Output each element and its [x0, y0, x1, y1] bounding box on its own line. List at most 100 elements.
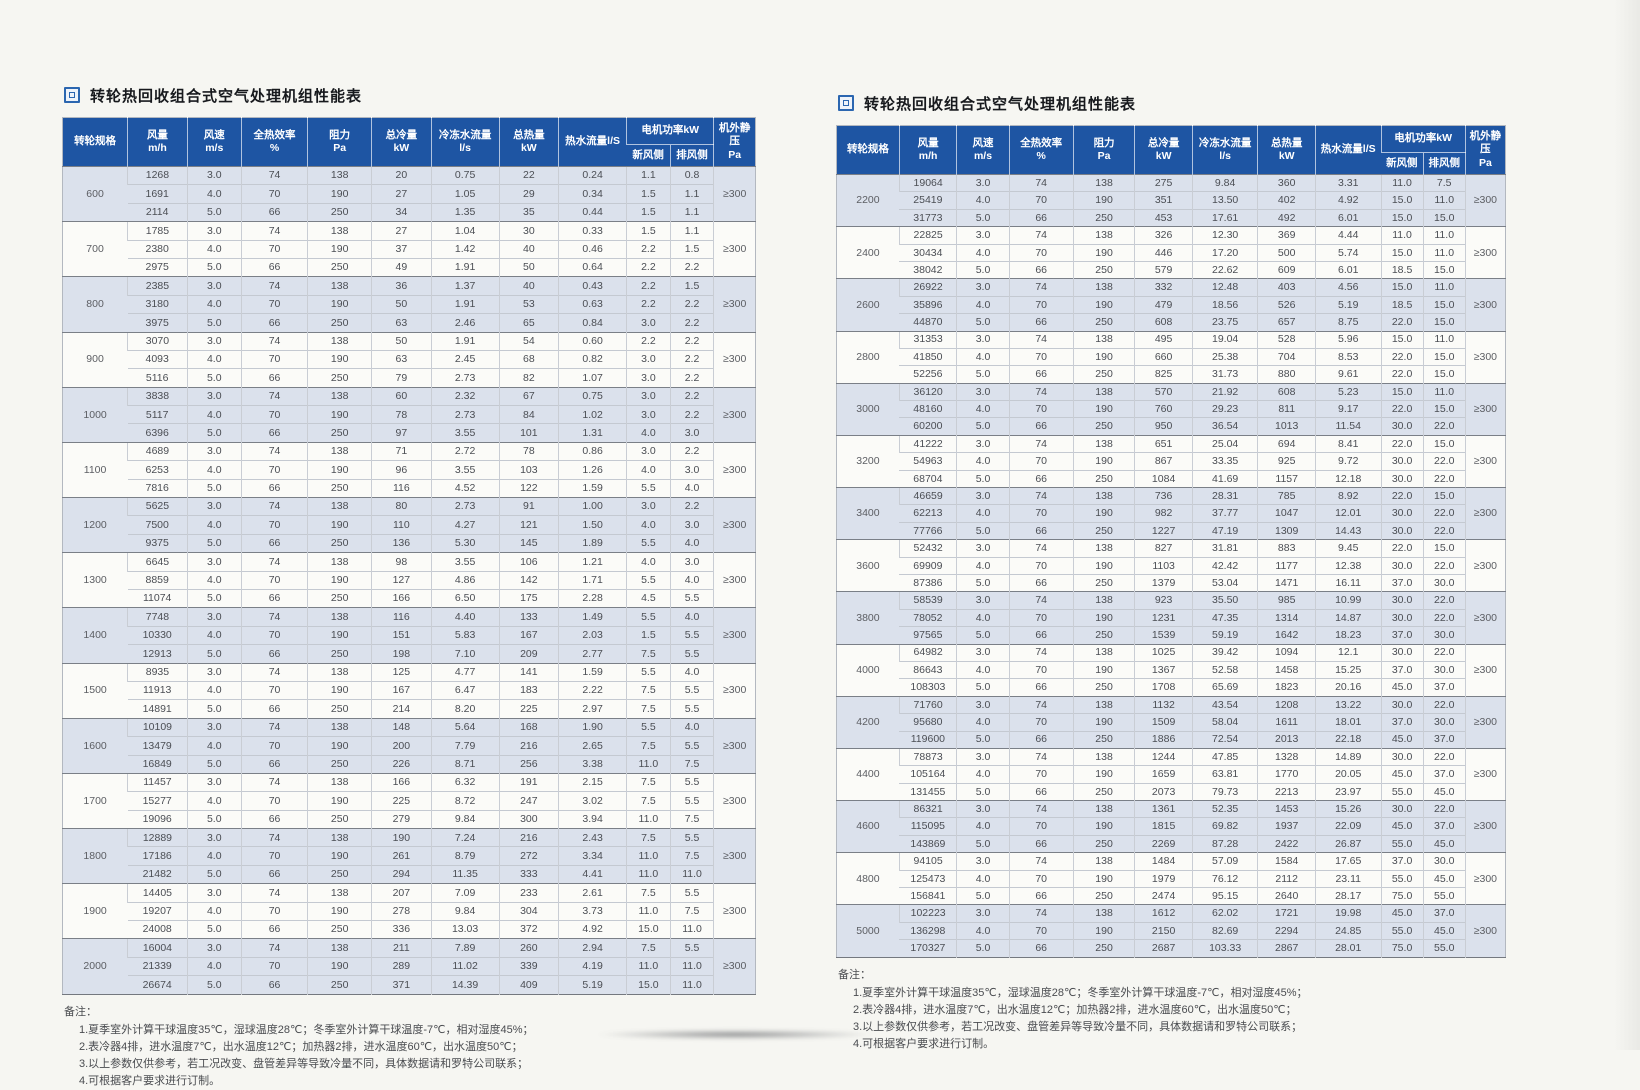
value-cell: 216: [498, 828, 559, 847]
value-cell: 3.0: [186, 497, 242, 516]
table-row: 3000 36120 3.0 74 138 570 21.92 608 5.23 15.0 11.0…: [836, 382, 1506, 436]
value-cell: 138: [1072, 226, 1135, 245]
value-cell: 37.0: [1422, 904, 1466, 923]
value-cell: 1103: [1134, 556, 1193, 575]
value-cell: 1642: [1257, 626, 1316, 645]
value-cell: 70: [240, 460, 308, 480]
value-cell: 214: [371, 699, 432, 719]
value-cell: 30434: [899, 243, 957, 262]
value-cell: 250: [1072, 469, 1135, 488]
static-pressure-cell: ≥300: [713, 938, 756, 995]
value-cell: 1.5: [626, 184, 671, 204]
rotor-spec-cell: 2800: [836, 330, 900, 384]
value-cell: 3.38: [558, 754, 627, 774]
table-row: 11074 5.0 66 250 166 6.50 175 2.28 4.5 5.5: [63, 588, 756, 608]
value-cell: 3.0: [956, 278, 1010, 297]
table-row: 1000 3838 3.0 74 138 60 2.32 67 0.75 3.0 2.2 ≥300: [62, 386, 756, 443]
col-subheader-exhaust-side: 排风侧: [669, 144, 714, 167]
static-pressure-cell: ≥300: [1464, 643, 1506, 697]
table-row: 600 1268 3.0 74 138 20 0.75 22 0.24 1.1 0.8 ≥300: [62, 165, 756, 222]
value-cell: 8859: [127, 570, 188, 590]
value-cell: 77766: [899, 521, 957, 540]
value-cell: 37.0: [1380, 626, 1424, 645]
value-cell: 2.2: [626, 276, 671, 296]
value-cell: 1721: [1257, 904, 1316, 923]
value-cell: 30.0: [1380, 591, 1424, 610]
value-cell: 87386: [899, 573, 957, 592]
value-cell: 3.0: [186, 772, 242, 792]
value-cell: 145: [498, 533, 559, 553]
value-cell: 59.19: [1191, 626, 1258, 645]
value-cell: 55.0: [1422, 939, 1466, 958]
col-header-rotor-spec: 转轮规格: [836, 125, 900, 175]
value-cell: 4.0: [186, 294, 242, 314]
value-cell: 30.0: [1422, 852, 1466, 871]
value-cell: 44870: [899, 313, 957, 332]
value-cell: 50: [498, 257, 559, 277]
table-row: 4600 86321 3.0 74 138 1361 52.35 1453 15.26 30.0 2…: [836, 800, 1506, 853]
value-cell: 7.5: [626, 680, 671, 700]
value-cell: 579: [1134, 260, 1193, 279]
static-pressure-cell: ≥300: [713, 772, 756, 829]
rotor-spec-cell: 1700: [62, 772, 128, 829]
value-cell: 79: [371, 368, 432, 388]
value-cell: 31773: [899, 208, 957, 227]
value-cell: 3.0: [956, 747, 1010, 766]
value-cell: 2150: [1134, 921, 1193, 940]
value-cell: 3.0: [669, 423, 714, 443]
value-cell: 45.0: [1380, 765, 1424, 784]
value-cell: 2867: [1257, 939, 1316, 958]
value-cell: 138: [1072, 539, 1135, 558]
value-cell: 3180: [127, 294, 188, 314]
value-cell: 6.01: [1314, 260, 1381, 279]
value-cell: 190: [307, 515, 372, 535]
rotor-spec-cell: 3000: [836, 382, 900, 436]
value-cell: 2380: [127, 239, 188, 259]
static-pressure-cell: ≥300: [713, 883, 756, 939]
value-cell: 5.0: [186, 920, 242, 939]
value-cell: 5.0: [956, 208, 1010, 227]
value-cell: 4.0: [626, 515, 671, 535]
value-cell: 190: [1072, 713, 1135, 731]
value-cell: 125473: [899, 869, 957, 888]
table-row: 7500 4.0 70 190 110 4.27 121 1.50 4.0 3.0: [63, 515, 756, 535]
value-cell: 10109: [127, 717, 188, 737]
value-cell: 5.74: [1314, 243, 1381, 262]
value-cell: 1.05: [430, 184, 500, 204]
value-cell: 36: [371, 276, 432, 296]
value-cell: 190: [1072, 556, 1135, 575]
static-pressure-cell: ≥300: [713, 221, 756, 277]
value-cell: 4.0: [956, 295, 1010, 314]
value-cell: 1.04: [430, 221, 500, 241]
value-cell: 3.0: [186, 386, 242, 406]
rotor-spec-cell: 4000: [836, 643, 900, 697]
value-cell: 250: [307, 368, 372, 388]
value-cell: 4.0: [186, 460, 242, 480]
table-header: 转轮规格 风量 m/h 风速 m/s 全热效率% 阻力 Pa 总冷量 kW 冷冻水流量 l/s 总热量 k…: [836, 125, 1506, 175]
value-cell: 110: [371, 515, 432, 535]
section-title-row: 转轮热回收组合式空气处理机组性能表: [838, 92, 1506, 114]
value-cell: 66: [240, 644, 308, 664]
table-row: 115095 4.0 70 190 1815 69.82 1937 22.09 45.0 37.0: [837, 817, 1506, 836]
value-cell: 10.99: [1314, 591, 1381, 610]
value-cell: 11.0: [1380, 173, 1424, 192]
static-pressure-cell: ≥300: [713, 662, 756, 719]
value-cell: 1708: [1134, 678, 1193, 697]
value-cell: 15.0: [1422, 295, 1466, 314]
value-cell: 94105: [898, 852, 957, 871]
value-cell: 4.0: [626, 423, 671, 443]
value-cell: 40: [498, 239, 559, 259]
value-cell: 5.0: [956, 887, 1010, 905]
value-cell: 78: [498, 441, 559, 461]
value-cell: 70: [1008, 191, 1074, 210]
value-cell: 23.11: [1314, 869, 1381, 888]
value-cell: 3.0: [626, 313, 671, 333]
value-cell: 47.35: [1191, 608, 1258, 627]
value-cell: 20.16: [1314, 678, 1381, 697]
value-cell: 0.46: [558, 239, 627, 259]
value-cell: 30.0: [1380, 417, 1424, 436]
value-cell: 12.01: [1314, 504, 1381, 523]
value-cell: 11074: [127, 588, 188, 608]
table-row: 24008 5.0 66 250 336 13.03 372 4.92 15.0 11.0: [63, 920, 756, 939]
value-cell: 37.77: [1191, 504, 1258, 523]
